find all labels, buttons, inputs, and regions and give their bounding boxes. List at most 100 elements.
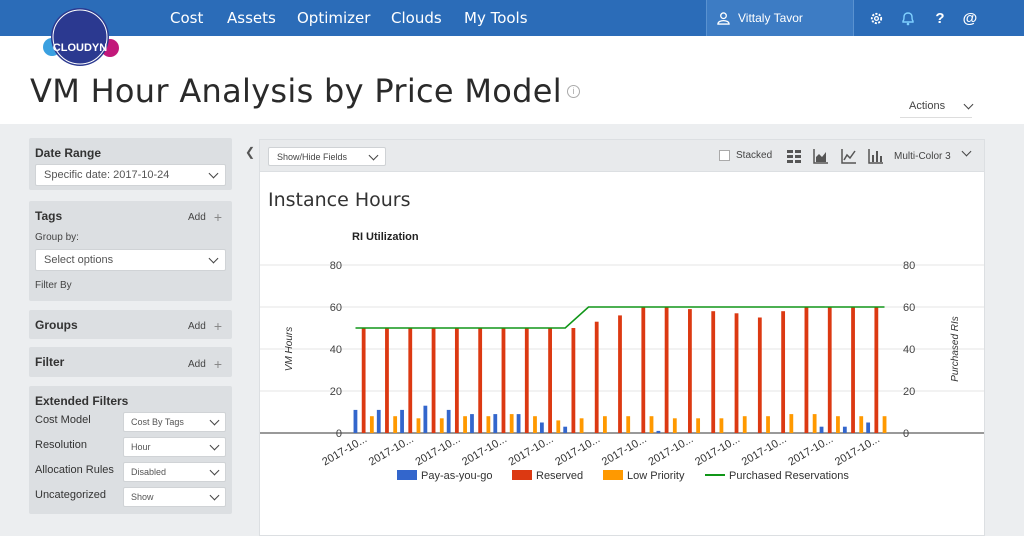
bar-reserved xyxy=(804,307,809,433)
bar-chart-icon[interactable] xyxy=(868,148,884,164)
extended-filters-header: Extended Filters xyxy=(35,394,129,408)
filter-panel: Filter Add + xyxy=(29,347,232,377)
help-icon[interactable]: ? xyxy=(935,9,945,27)
bar-low-priority xyxy=(812,414,817,433)
collapse-sidebar-chevron-icon[interactable]: ❮ xyxy=(244,145,256,159)
color-scheme-dropdown[interactable]: Multi-Color 3 xyxy=(894,151,951,162)
uncategorized-label: Uncategorized xyxy=(35,489,106,501)
bar-pay-as-you-go xyxy=(470,414,474,433)
x-tick-label: 2017-10... xyxy=(740,433,789,468)
filter-add-button[interactable]: Add + xyxy=(188,356,222,372)
legend-label: Pay-as-you-go xyxy=(421,470,493,482)
bar-reserved xyxy=(431,328,436,433)
chevron-down-icon[interactable] xyxy=(961,146,972,157)
x-tick-label: 2017-10... xyxy=(367,433,416,468)
nav-clouds[interactable]: Clouds xyxy=(391,9,442,27)
user-menu[interactable]: Vittaly Tavor xyxy=(706,0,854,36)
legend-swatch xyxy=(603,470,623,480)
x-tick-label: 2017-10... xyxy=(600,433,649,468)
bar-reserved xyxy=(851,307,855,433)
uncategorized-select[interactable]: Show xyxy=(123,487,226,507)
resolution-select[interactable]: Hour xyxy=(123,437,226,457)
chevron-down-icon xyxy=(368,150,379,160)
bar-pay-as-you-go xyxy=(376,409,381,433)
x-tick-label: 2017-10... xyxy=(833,433,882,468)
bar-reserved xyxy=(827,307,832,433)
bar-reserved xyxy=(664,307,669,433)
nav-assets[interactable]: Assets xyxy=(227,9,276,27)
area-chart-icon[interactable] xyxy=(813,148,829,164)
legend-label: Purchased Reservations xyxy=(729,470,849,482)
bar-low-priority xyxy=(649,416,654,433)
notification-bell-icon[interactable] xyxy=(893,0,923,36)
bar-reserved xyxy=(688,309,692,433)
y-axis-label: VM Hours xyxy=(284,327,295,371)
legend-swatch xyxy=(397,470,417,480)
bar-pay-as-you-go xyxy=(539,422,544,433)
date-range-select[interactable]: Specific date: 2017-10-24 xyxy=(35,164,226,186)
group-by-label: Group by: xyxy=(35,232,79,243)
nav-cost[interactable]: Cost xyxy=(170,9,204,27)
bar-low-priority xyxy=(439,418,444,433)
bar-reserved xyxy=(781,311,786,433)
contact-at-icon[interactable]: @ xyxy=(962,9,978,27)
bar-low-priority xyxy=(369,416,374,433)
bar-low-priority xyxy=(579,418,584,433)
tags-header: Tags xyxy=(35,209,63,223)
tags-add-button[interactable]: Add + xyxy=(188,209,222,225)
tags-add-label: Add xyxy=(188,211,206,223)
x-tick-label: 2017-10... xyxy=(460,433,509,468)
date-range-panel: Date Range Specific date: 2017-10-24 xyxy=(29,138,232,190)
resolution-value: Hour xyxy=(131,442,151,452)
allocation-rules-value: Disabled xyxy=(131,467,167,477)
filter-add-label: Add xyxy=(188,358,206,370)
page-title: VM Hour Analysis by Price Model xyxy=(30,72,562,110)
actions-label: Actions xyxy=(909,99,946,112)
line-chart-icon[interactable] xyxy=(841,148,857,164)
y-tick-label: 60 xyxy=(330,302,342,314)
chevron-down-icon xyxy=(209,415,220,426)
x-tick-label: 2017-10... xyxy=(413,433,462,468)
nav-optimizer[interactable]: Optimizer xyxy=(297,9,371,27)
nav-my-tools[interactable]: My Tools xyxy=(464,9,528,27)
bar-reserved xyxy=(711,311,716,433)
bar-pay-as-you-go xyxy=(516,414,521,433)
bar-low-priority xyxy=(742,416,747,433)
bar-low-priority xyxy=(719,418,724,433)
group-by-select[interactable]: Select options xyxy=(35,249,226,271)
allocation-rules-select[interactable]: Disabled xyxy=(123,462,226,482)
bar-pay-as-you-go xyxy=(563,426,568,433)
bar-reserved xyxy=(408,328,413,433)
chevron-down-icon xyxy=(963,99,974,109)
chevron-down-icon xyxy=(209,440,220,451)
settings-gear-icon[interactable] xyxy=(861,0,891,36)
ri-utilization-chart: RI Utilization 0 0 20 20 40 40 60 60 80 80 VM Hours… xyxy=(260,231,984,482)
bar-pay-as-you-go xyxy=(493,414,498,433)
bar-low-priority xyxy=(766,416,770,433)
bar-low-priority xyxy=(672,418,677,433)
stacked-toggle[interactable]: Stacked xyxy=(719,150,772,161)
bar-low-priority xyxy=(882,416,887,433)
bar-low-priority xyxy=(533,416,537,433)
x-tick-label: 2017-10... xyxy=(320,433,369,468)
y-tick-label: 20 xyxy=(330,386,342,398)
stacked-checkbox[interactable] xyxy=(719,150,730,161)
bar-low-priority xyxy=(416,418,421,433)
cost-model-select[interactable]: Cost By Tags xyxy=(123,412,226,432)
table-view-icon[interactable] xyxy=(786,148,802,164)
date-range-value: Specific date: 2017-10-24 xyxy=(44,169,170,181)
y2-tick-label: 40 xyxy=(903,344,915,356)
allocation-rules-label: Allocation Rules xyxy=(35,464,114,476)
cloudyn-logo[interactable]: CLOUDYN xyxy=(40,4,122,66)
bar-low-priority xyxy=(626,416,631,433)
cost-model-label: Cost Model xyxy=(35,414,91,426)
info-icon[interactable]: i xyxy=(567,85,580,98)
bar-reserved xyxy=(361,328,366,433)
bar-reserved xyxy=(571,328,576,433)
legend-label: Reserved xyxy=(536,470,583,482)
groups-add-button[interactable]: Add + xyxy=(188,318,222,334)
actions-dropdown[interactable]: Actions xyxy=(900,94,974,118)
tags-panel: Tags Add + Group by: Select options Filte… xyxy=(29,201,232,301)
show-hide-fields-dropdown[interactable]: Show/Hide Fields xyxy=(268,147,386,166)
cost-model-value: Cost By Tags xyxy=(131,417,184,427)
